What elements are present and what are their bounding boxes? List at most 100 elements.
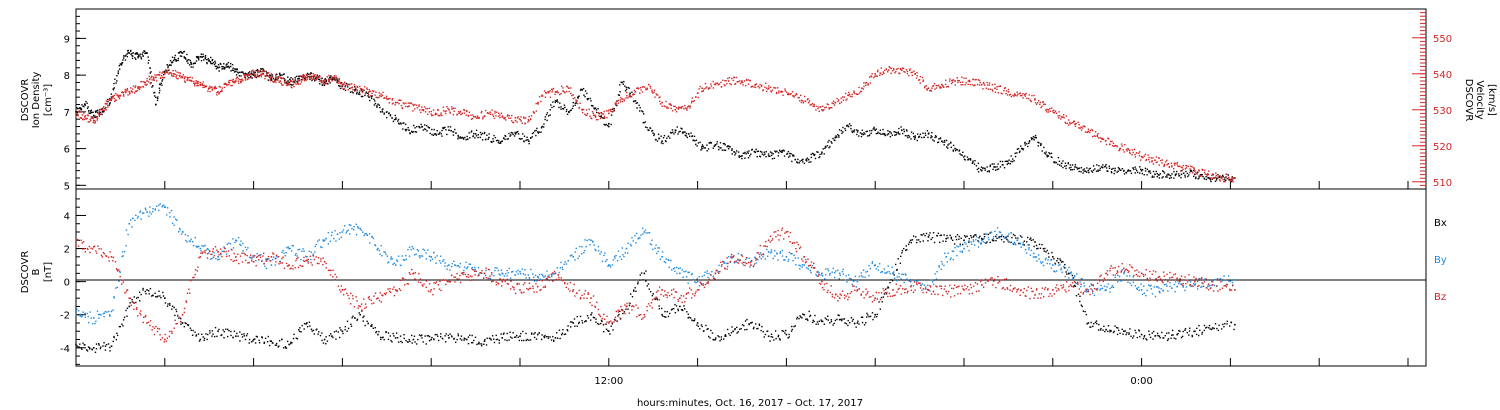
- density-point: [528, 140, 530, 143]
- by-point: [642, 233, 644, 235]
- bx-point: [1056, 260, 1058, 262]
- bx-point: [175, 310, 178, 313]
- density-point: [999, 166, 1002, 168]
- by-point: [724, 262, 726, 264]
- density-point: [764, 153, 766, 155]
- bx-point: [817, 323, 819, 325]
- bx-point: [563, 333, 566, 336]
- bx-point: [918, 239, 920, 241]
- velocity-point: [225, 83, 227, 85]
- density-point: [958, 149, 961, 151]
- velocity-point: [644, 86, 646, 88]
- density-point: [756, 156, 758, 158]
- density-point: [823, 153, 825, 155]
- bx-point: [244, 338, 247, 341]
- density-point: [844, 129, 847, 132]
- bx-point: [333, 331, 336, 333]
- density-point: [1044, 153, 1047, 155]
- density-point: [1154, 173, 1156, 176]
- density-point: [464, 136, 466, 139]
- density-point: [703, 147, 705, 149]
- density-point: [989, 164, 992, 166]
- density-point: [895, 133, 897, 136]
- velocity-point: [572, 97, 575, 100]
- by-point: [575, 247, 577, 250]
- velocity-point: [248, 74, 251, 76]
- bx-point: [869, 315, 872, 318]
- velocity-point: [322, 81, 324, 83]
- velocity-point: [231, 84, 233, 87]
- density-point: [1228, 179, 1230, 181]
- by-point: [189, 240, 192, 242]
- density-point: [437, 133, 440, 135]
- velocity-point: [113, 94, 116, 97]
- velocity-point: [706, 86, 708, 88]
- velocity-point: [1150, 157, 1152, 159]
- by-point: [211, 257, 213, 260]
- density-point: [1068, 167, 1071, 169]
- bx-point: [460, 335, 463, 337]
- velocity-point: [92, 119, 95, 122]
- density-point: [378, 104, 380, 106]
- density-point: [968, 158, 970, 160]
- density-point: [733, 151, 736, 153]
- bx-point: [228, 329, 230, 332]
- bx-point: [985, 242, 987, 244]
- density-point: [684, 131, 686, 133]
- density-point: [807, 158, 810, 161]
- bx-point: [595, 318, 597, 320]
- bx-point: [230, 330, 232, 333]
- velocity-point: [509, 117, 512, 119]
- bx-point: [463, 337, 466, 339]
- bx-point: [521, 339, 523, 342]
- velocity-point: [257, 70, 260, 72]
- density-point: [440, 133, 442, 135]
- velocity-point: [740, 81, 743, 84]
- velocity-point: [1173, 162, 1176, 165]
- velocity-point: [1105, 139, 1107, 142]
- by-point: [386, 255, 389, 257]
- velocity-point: [1006, 94, 1009, 96]
- bx-point: [212, 333, 214, 335]
- density-point: [109, 98, 111, 100]
- velocity-point: [316, 77, 318, 80]
- velocity-point: [585, 114, 587, 117]
- velocity-point: [402, 102, 405, 104]
- velocity-point: [470, 114, 472, 116]
- velocity-point: [1140, 155, 1143, 158]
- density-point: [1110, 171, 1113, 174]
- density-point: [138, 54, 140, 56]
- bx-point: [873, 316, 876, 318]
- velocity-point: [389, 97, 391, 100]
- bx-point: [1208, 327, 1210, 329]
- velocity-point: [849, 95, 852, 98]
- density-point: [256, 69, 259, 71]
- density-point: [142, 55, 144, 57]
- by-point: [454, 264, 457, 267]
- by-point: [342, 229, 345, 231]
- density-point: [251, 73, 253, 76]
- density-point: [190, 62, 192, 64]
- density-point: [1088, 171, 1090, 174]
- bx-point: [746, 318, 748, 321]
- bx-point: [335, 330, 338, 332]
- bx-point: [217, 330, 219, 333]
- bx-point: [693, 318, 696, 320]
- density-point: [914, 136, 916, 139]
- density-point: [1050, 152, 1053, 155]
- by-point: [679, 272, 681, 275]
- by-point: [340, 236, 343, 239]
- density-point: [1144, 170, 1147, 172]
- velocity-point: [512, 121, 515, 124]
- density-point: [374, 102, 377, 105]
- density-point: [1171, 173, 1173, 175]
- bx-point: [874, 313, 876, 316]
- velocity-point: [958, 79, 960, 82]
- density-point: [324, 78, 327, 80]
- bx-point: [1191, 334, 1193, 337]
- by-point: [457, 265, 460, 267]
- density-point: [691, 135, 694, 137]
- by-point: [301, 250, 303, 253]
- by-point: [703, 274, 705, 276]
- velocity-point: [792, 94, 794, 97]
